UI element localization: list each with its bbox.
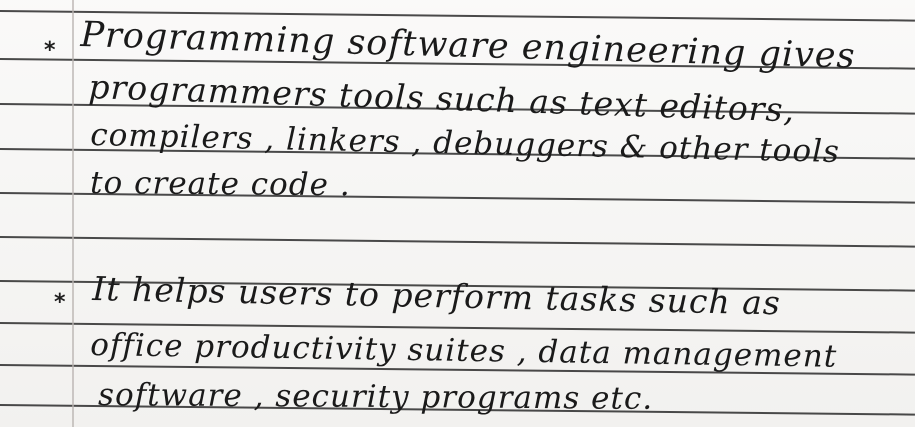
handwritten-line: Programming software engineering gives xyxy=(79,15,857,77)
margin-line xyxy=(72,0,74,427)
handwritten-line: programmers tools such as text editors, xyxy=(87,67,796,130)
ruled-line xyxy=(0,236,915,248)
bullet-star: * xyxy=(44,38,56,63)
handwritten-line: It helps users to perform tasks such as xyxy=(91,269,782,323)
handwritten-line: to create code . xyxy=(89,165,351,204)
handwritten-line: software , security programs etc. xyxy=(97,377,654,417)
bullet-star: * xyxy=(54,290,66,315)
